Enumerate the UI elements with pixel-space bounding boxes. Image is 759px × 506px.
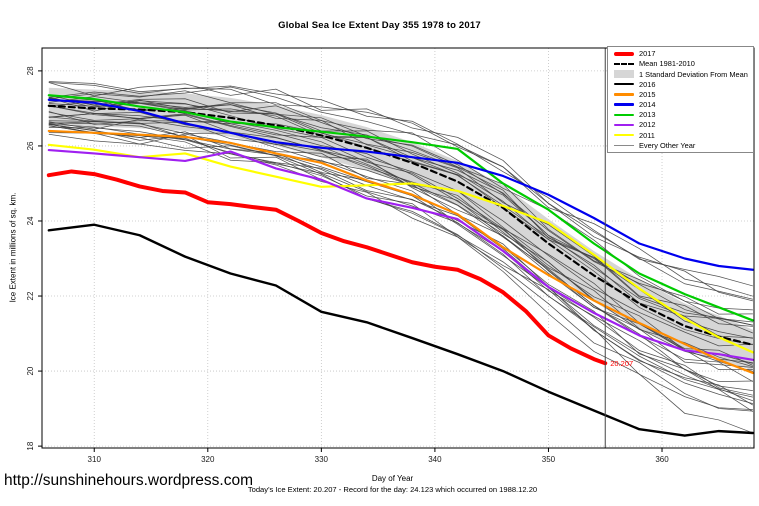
legend-item: Every Other Year	[608, 140, 753, 150]
legend-item: 2011	[608, 130, 753, 140]
legend-swatch-icon	[614, 83, 634, 86]
legend-label: 2015	[639, 89, 656, 99]
series-line-2012	[47, 148, 754, 361]
legend-item: 2013	[608, 110, 753, 120]
legend-item: 2015	[608, 89, 753, 99]
background-year-line	[48, 132, 753, 434]
legend-label: 2017	[639, 49, 656, 59]
background-year-line	[48, 100, 753, 323]
legend-label: 2016	[639, 79, 656, 89]
background-year-line	[48, 96, 753, 315]
legend-item: Mean 1981-2010	[608, 59, 753, 69]
background-year-line	[48, 90, 753, 311]
series-line-2015	[47, 129, 754, 375]
legend-label: 1 Standard Deviation From Mean	[639, 69, 748, 79]
legend-label: 2014	[639, 100, 656, 110]
background-year-line	[48, 111, 753, 363]
series-line-2017	[46, 169, 608, 366]
chart-title: Global Sea Ice Extent Day 355 1978 to 20…	[278, 20, 481, 31]
y-tick-label: 26	[26, 141, 35, 150]
legend: 2017 Mean 1981-2010 1 Standard Deviation F…	[607, 46, 754, 153]
background-year-line	[48, 82, 753, 302]
background-year-line	[48, 105, 753, 347]
legend-label: Every Other Year	[639, 140, 696, 150]
background-year-line	[48, 82, 753, 300]
legend-item: 1 Standard Deviation From Mean	[608, 69, 753, 79]
legend-swatch-icon	[614, 113, 634, 116]
plot-frame	[41, 47, 755, 449]
background-year-line	[48, 121, 754, 382]
legend-item: 2014	[608, 100, 753, 110]
legend-swatch-icon	[614, 144, 634, 146]
series-line-2014	[47, 98, 754, 271]
background-year-line	[48, 99, 754, 334]
legend-swatch-icon	[614, 123, 634, 127]
legend-swatch-icon	[614, 93, 634, 96]
y-tick-label: 22	[26, 291, 35, 300]
y-tick-label: 24	[26, 216, 35, 225]
legend-swatch-icon	[614, 51, 634, 56]
legend-item: 2017	[608, 49, 753, 59]
legend-item: 2012	[608, 120, 753, 130]
series-line-2016	[47, 223, 754, 437]
current-value-annotation: 20.207	[610, 359, 634, 369]
x-tick-label: 360	[655, 455, 669, 464]
background-year-line	[48, 124, 753, 411]
x-axis-title: Day of Year	[371, 474, 414, 483]
legend-label: Mean 1981-2010	[639, 59, 695, 69]
legend-label: 2012	[639, 120, 656, 130]
y-tick-label: 20	[26, 366, 35, 375]
x-tick-label: 330	[315, 455, 329, 464]
legend-swatch-icon	[614, 70, 634, 79]
background-year-line	[48, 86, 753, 297]
y-tick-label: 18	[26, 441, 35, 450]
legend-swatch-icon	[614, 133, 634, 137]
legend-item: 2016	[608, 79, 753, 89]
legend-swatch-icon	[614, 62, 634, 65]
x-tick-label: 340	[428, 455, 442, 464]
series-line-2013	[47, 94, 754, 322]
background-year-line	[48, 123, 754, 412]
background-year-line	[48, 123, 753, 404]
x-tick-label: 320	[201, 455, 215, 464]
footer-caption: Today's Ice Extent: 20.207 - Record for …	[247, 485, 538, 494]
x-tick-label: 350	[542, 455, 556, 464]
y-tick-label: 28	[26, 66, 35, 75]
watermark-link[interactable]: http://sunshinehours.wordpress.com	[4, 472, 253, 489]
legend-label: 2011	[639, 130, 655, 140]
legend-swatch-icon	[614, 103, 634, 106]
legend-label: 2013	[639, 110, 656, 120]
x-tick-label: 310	[88, 455, 102, 464]
series-line-2011	[47, 143, 754, 354]
